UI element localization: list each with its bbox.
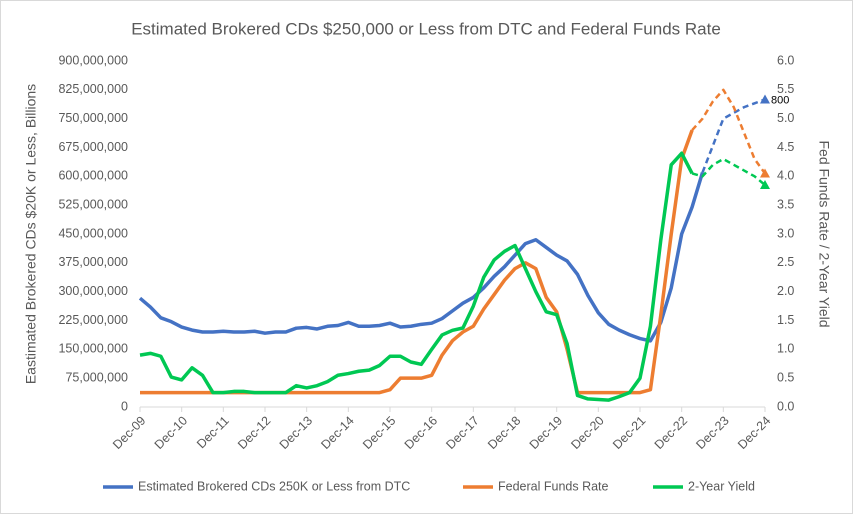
y-tick-label: 900,000,000	[58, 53, 128, 67]
y-tick-label: 600,000,000	[58, 169, 128, 183]
y2-tick-label: 3.0	[777, 226, 794, 240]
y2-tick-label: 3.5	[777, 197, 794, 211]
projection-line	[701, 98, 766, 173]
end-marker	[760, 179, 770, 189]
y2-tick-label: 0.5	[777, 370, 794, 384]
y2-tick-label: 5.5	[777, 82, 794, 96]
end-marker	[760, 168, 770, 178]
y-tick-label: 150,000,000	[58, 342, 128, 356]
y2-tick-label: 4.0	[777, 169, 794, 183]
y2-axis-title: Fed Funds Rate / 2-Year Yield	[816, 140, 832, 327]
series-line	[139, 151, 694, 402]
y-axis-title: Eastimated Brokered CDs $20K or Less, Bi…	[23, 84, 39, 384]
chart-title: Estimated Brokered CDs $250,000 or Less …	[131, 19, 721, 38]
y2-tick-label: 4.5	[777, 140, 794, 154]
projection-line	[691, 157, 766, 186]
y2-tick-label: 6.0	[777, 53, 794, 67]
legend-label: Federal Funds Rate	[498, 479, 609, 493]
y2-tick-label: 2.0	[777, 284, 794, 298]
y-tick-label: 675,000,000	[58, 140, 128, 154]
y2-tick-label: 1.5	[777, 313, 794, 327]
end-marker	[760, 94, 770, 104]
y-tick-label: 225,000,000	[58, 313, 128, 327]
y-tick-label: 375,000,000	[58, 255, 128, 269]
y-tick-label: 0	[121, 399, 128, 413]
y-tick-label: 75,000,000	[65, 370, 128, 384]
legend-label: 2-Year Yield	[688, 479, 755, 493]
data-label: 800	[771, 94, 789, 106]
legend-label: Estimated Brokered CDs 250K or Less from…	[138, 479, 410, 493]
projection-line	[691, 88, 767, 175]
y2-tick-label: 1.0	[777, 342, 794, 356]
y-tick-label: 525,000,000	[58, 197, 128, 211]
y-tick-label: 450,000,000	[58, 226, 128, 240]
series-line	[138, 171, 705, 343]
y2-tick-label: 0.0	[777, 399, 794, 413]
y2-tick-label: 5.0	[777, 111, 794, 125]
y-tick-label: 300,000,000	[58, 284, 128, 298]
y-tick-label: 750,000,000	[58, 111, 128, 125]
y-tick-label: 825,000,000	[58, 82, 128, 96]
y2-tick-label: 2.5	[777, 255, 794, 269]
